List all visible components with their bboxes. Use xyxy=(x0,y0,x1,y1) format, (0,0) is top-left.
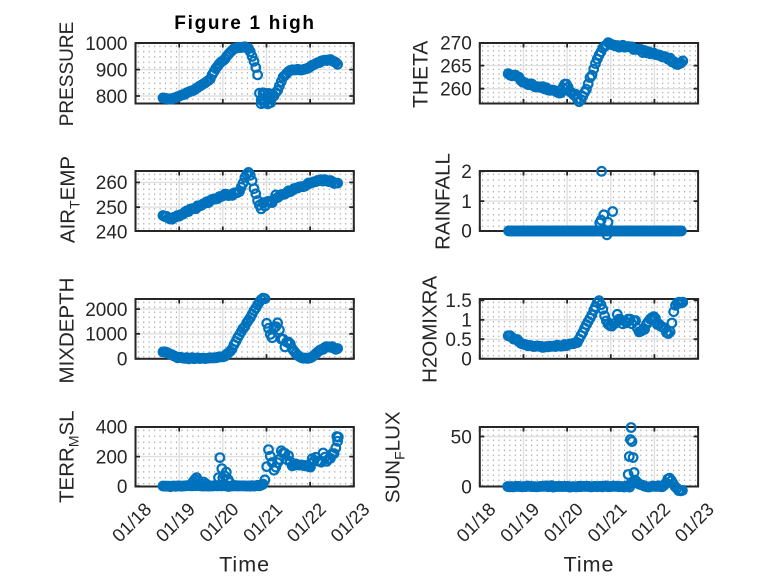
svg-text:MIXDEPTH: MIXDEPTH xyxy=(56,278,79,384)
svg-text:0: 0 xyxy=(117,477,128,498)
svg-text:250: 250 xyxy=(96,198,128,219)
svg-text:Time: Time xyxy=(219,553,270,577)
svg-text:200: 200 xyxy=(96,447,128,468)
svg-text:800: 800 xyxy=(96,87,128,108)
svg-text:265: 265 xyxy=(440,56,472,77)
svg-text:TERRMSL: TERRMSL xyxy=(56,410,82,503)
svg-text:2: 2 xyxy=(461,162,472,183)
svg-text:0: 0 xyxy=(461,477,472,498)
svg-text:RAINFALL: RAINFALL xyxy=(432,153,455,250)
svg-text:0: 0 xyxy=(461,349,472,370)
svg-text:240: 240 xyxy=(96,223,128,244)
svg-text:50: 50 xyxy=(451,427,472,448)
svg-text:1000: 1000 xyxy=(85,34,127,55)
svg-text:Figure 1 high: Figure 1 high xyxy=(174,13,315,34)
svg-text:AIRTEMP: AIRTEMP xyxy=(57,156,83,243)
svg-text:1: 1 xyxy=(461,311,472,332)
svg-text:PRESSURE: PRESSURE xyxy=(57,22,78,127)
svg-text:0: 0 xyxy=(461,222,472,243)
svg-text:0.5: 0.5 xyxy=(445,330,471,351)
svg-text:400: 400 xyxy=(96,418,128,439)
svg-text:1000: 1000 xyxy=(85,325,127,346)
svg-text:H2OMIXRA: H2OMIXRA xyxy=(419,276,442,383)
svg-text:0: 0 xyxy=(117,350,128,371)
svg-text:900: 900 xyxy=(96,60,128,81)
svg-text:THETA: THETA xyxy=(410,41,433,108)
svg-text:270: 270 xyxy=(440,33,472,54)
svg-text:Time: Time xyxy=(564,553,615,577)
svg-text:1: 1 xyxy=(461,192,472,213)
svg-text:2000: 2000 xyxy=(85,300,127,321)
svg-text:1.5: 1.5 xyxy=(445,291,471,312)
svg-text:260: 260 xyxy=(96,173,128,194)
svg-text:260: 260 xyxy=(440,80,472,101)
